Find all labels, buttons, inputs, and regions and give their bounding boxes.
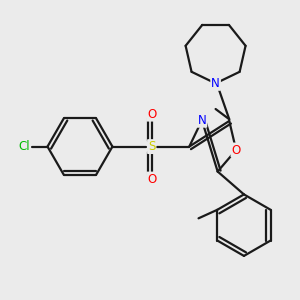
Text: S: S bbox=[148, 140, 155, 153]
Text: O: O bbox=[147, 172, 156, 185]
Text: O: O bbox=[232, 143, 241, 157]
Text: N: N bbox=[211, 77, 220, 90]
Text: Cl: Cl bbox=[19, 140, 30, 153]
Text: N: N bbox=[198, 114, 206, 127]
Text: O: O bbox=[147, 108, 156, 121]
